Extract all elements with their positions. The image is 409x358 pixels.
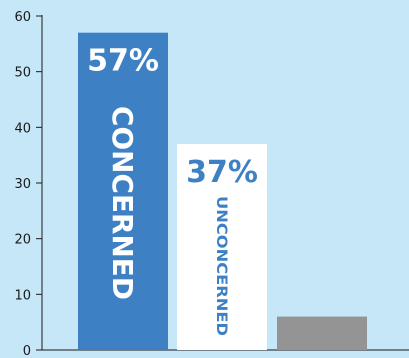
y-tick-label: 0 — [23, 344, 31, 358]
bar — [177, 144, 267, 350]
y-tick-label: 60 — [14, 10, 31, 25]
bar-value-label: 37% — [186, 155, 258, 190]
bar — [277, 316, 367, 350]
y-tick-label: 20 — [14, 233, 31, 248]
y-tick-label: 40 — [14, 121, 31, 136]
bar-value-label: 57% — [87, 44, 159, 79]
y-tick-label: 30 — [14, 177, 31, 192]
bar-category-label: CONCERNED — [106, 106, 139, 300]
y-tick-label: 50 — [14, 66, 31, 81]
bar — [78, 32, 168, 350]
bar-category-label: UNCONCERNED — [213, 196, 229, 336]
y-tick-label: 10 — [14, 288, 31, 303]
